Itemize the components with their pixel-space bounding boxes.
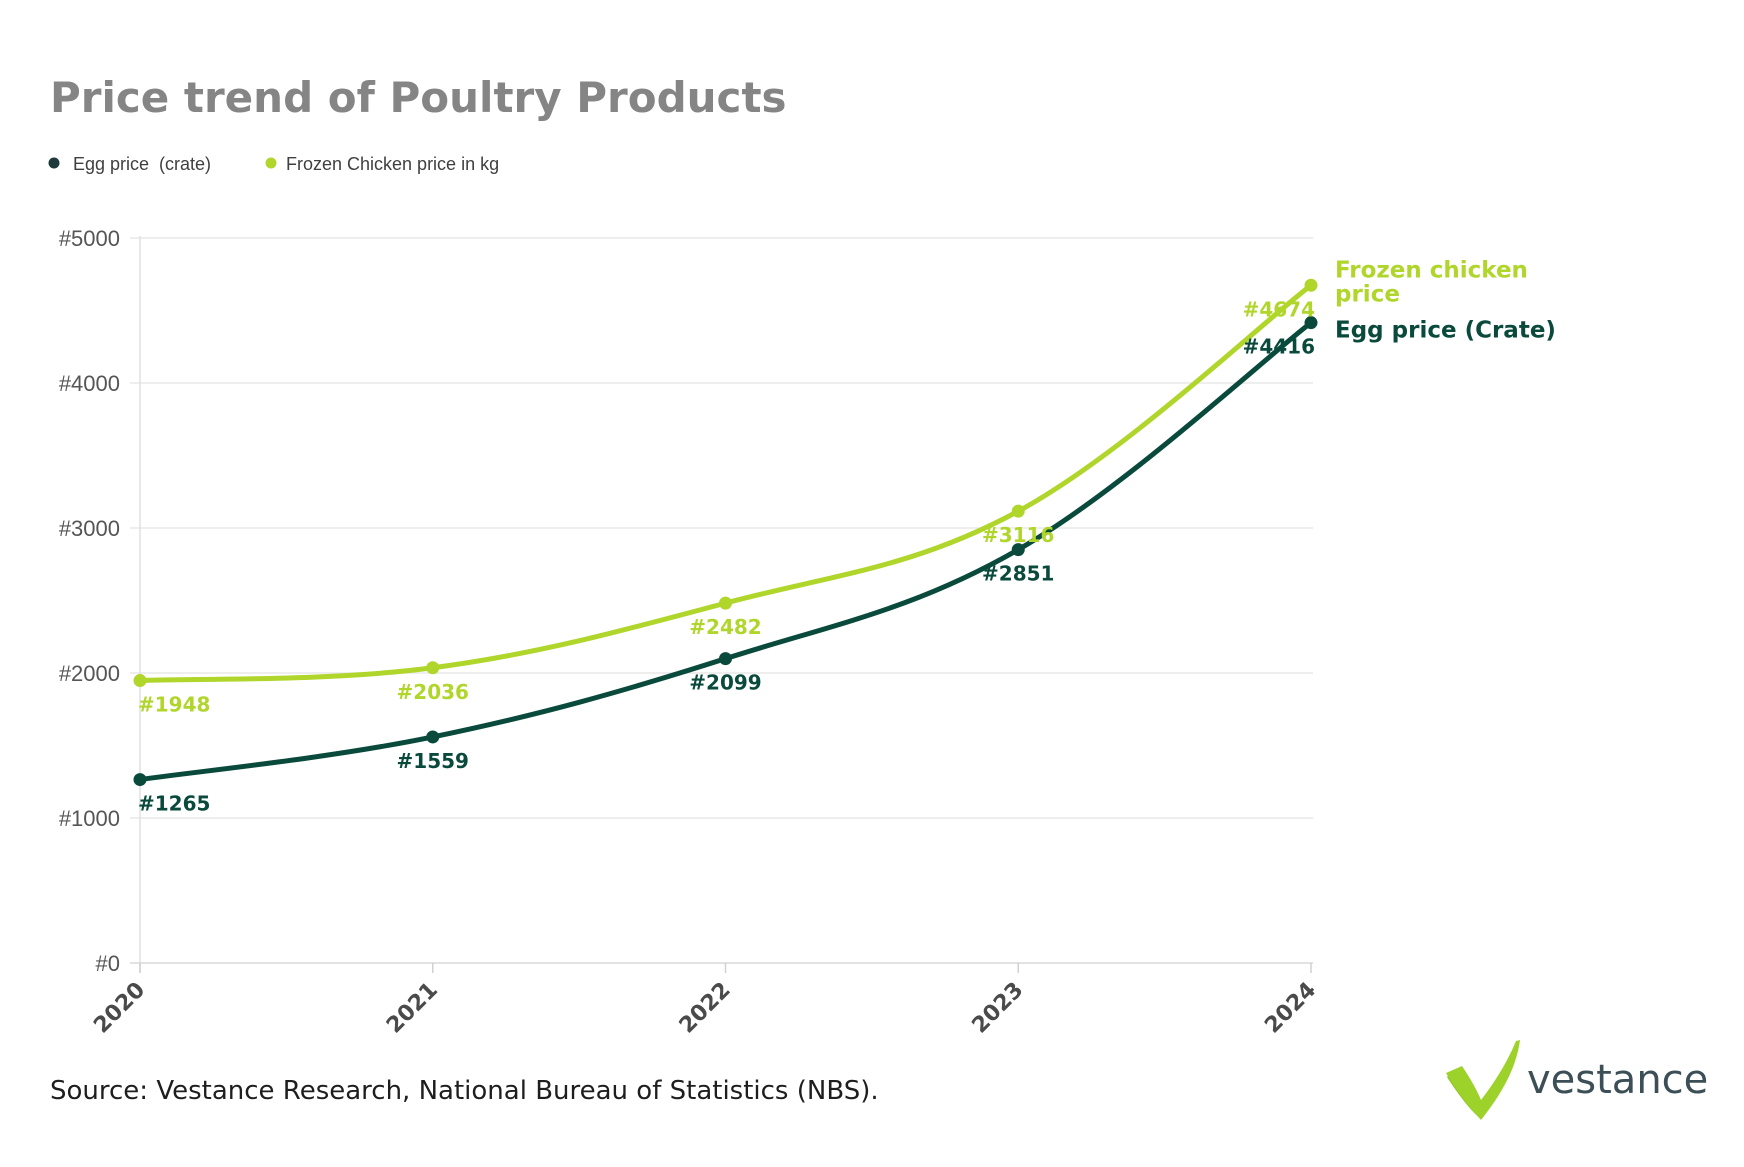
data-labels: #1265 #1559 #2099 #2851 #4416 #1948 #2036 #2482… [138, 297, 1315, 815]
chicken-price-data-label: #2482 [689, 615, 761, 639]
legend-chicken-marker [265, 157, 277, 169]
chicken-price-data-label: #2036 [397, 680, 469, 704]
egg-price-line [137, 320, 1314, 783]
y-tick-label: #3000 [59, 516, 120, 541]
legend-item-egg[interactable]: Egg price (crate) [48, 154, 212, 174]
egg-price-end-label: Egg price (Crate) [1335, 318, 1556, 344]
chicken-price-data-label: #3116 [982, 523, 1054, 547]
series-layer [133, 278, 1318, 787]
vestance-logo: vestance [1446, 1040, 1708, 1120]
checkmark-icon [1446, 1040, 1520, 1120]
egg-price-data-label: #4416 [1243, 335, 1315, 359]
legend-egg-marker [48, 157, 60, 169]
egg-price-data-label: #1559 [397, 749, 469, 773]
y-tick-label: #2000 [59, 661, 120, 686]
y-tick-label: #0 [96, 951, 120, 976]
x-tick-label: 2022 [675, 978, 736, 1039]
x-axis: 2020 2021 2022 2023 2024 [89, 978, 1321, 1039]
x-tick-label: 2021 [382, 978, 443, 1039]
chicken-price-end-label: price [1335, 281, 1400, 307]
chicken-price-data-label: #1948 [138, 693, 210, 717]
logo-wordmark: vestance [1527, 1057, 1708, 1103]
egg-price-point [426, 730, 440, 744]
x-tick-label: 2023 [968, 978, 1029, 1039]
egg-price-data-label: #2099 [689, 671, 761, 695]
egg-price-point [1011, 543, 1025, 557]
legend-chicken-label: Frozen Chicken price in kg [286, 154, 499, 174]
legend: Egg price (crate) Frozen Chicken price i… [48, 154, 500, 174]
egg-price-data-label: #2851 [982, 562, 1054, 586]
egg-price-point [133, 773, 147, 787]
y-axis: #0 #1000 #2000 #3000 #4000 #5000 [59, 226, 120, 976]
source-note: Source: Vestance Research, National Bure… [50, 1076, 879, 1106]
x-tick-label: 2024 [1260, 978, 1321, 1039]
chicken-price-point [1304, 278, 1318, 292]
chicken-price-data-label: #4674 [1243, 297, 1315, 321]
legend-egg-label: Egg price (crate) [73, 154, 211, 174]
y-tick-label: #4000 [59, 371, 120, 396]
chicken-price-point [426, 661, 440, 675]
chicken-price-point [719, 596, 732, 610]
y-tick-label: #1000 [59, 806, 120, 831]
legend-item-chicken[interactable]: Frozen Chicken price in kg [265, 154, 500, 174]
egg-price-data-label: #1265 [138, 792, 210, 816]
chicken-price-point [1011, 504, 1025, 518]
egg-price-point [1304, 316, 1318, 330]
chicken-price-end-label: Frozen chicken [1335, 257, 1528, 283]
chicken-price-point [133, 674, 147, 688]
x-tick-label: 2020 [89, 978, 150, 1039]
egg-price-point [719, 652, 732, 666]
gridlines [130, 236, 1313, 973]
y-tick-label: #5000 [59, 226, 120, 251]
chart-title: Price trend of Poultry Products [50, 73, 787, 122]
